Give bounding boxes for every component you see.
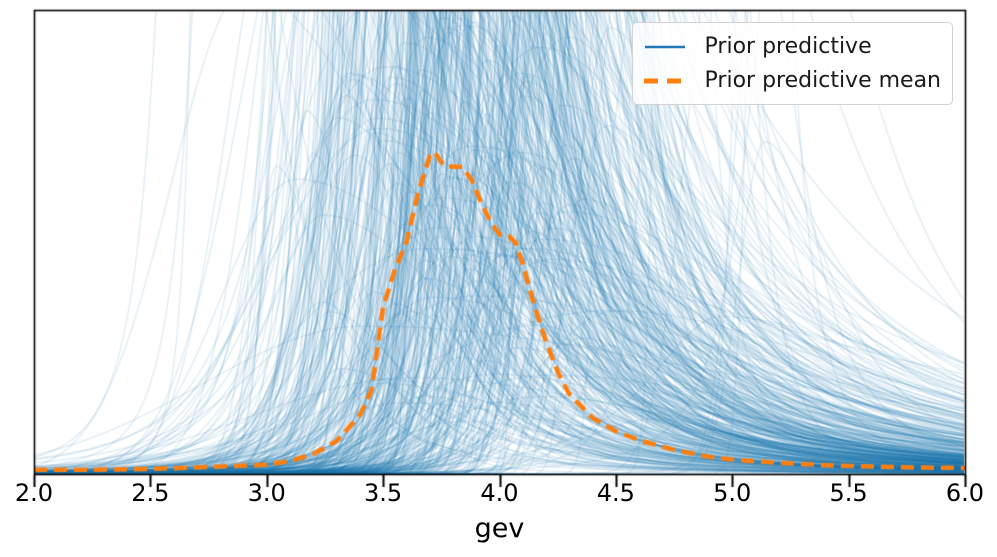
x-axis-label: gev xyxy=(474,513,525,544)
legend-label: Prior predictive mean xyxy=(704,67,941,93)
dashed-line-icon xyxy=(643,78,686,83)
solid-line-icon xyxy=(644,45,685,48)
legend: Prior predictive Prior predictive mean xyxy=(631,22,953,105)
legend-label: Prior predictive xyxy=(704,33,872,59)
legend-item-prior-predictive: Prior predictive xyxy=(644,31,941,62)
legend-item-prior-predictive-mean: Prior predictive mean xyxy=(643,65,941,96)
